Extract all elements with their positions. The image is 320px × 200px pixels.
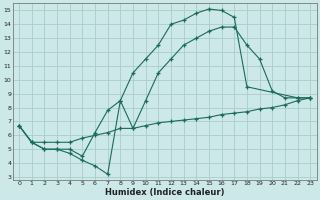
X-axis label: Humidex (Indice chaleur): Humidex (Indice chaleur) — [105, 188, 224, 197]
